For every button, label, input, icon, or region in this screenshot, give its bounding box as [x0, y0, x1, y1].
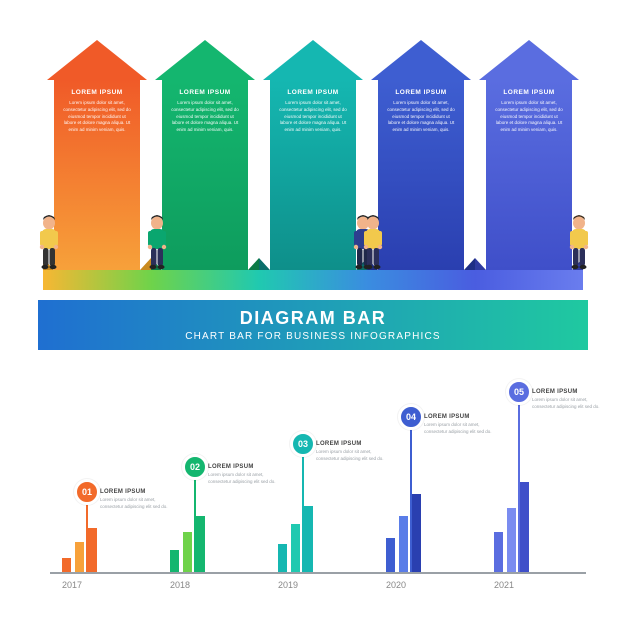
mini-bar-cluster — [170, 516, 205, 572]
arrow-text: Lorem ipsum dolor sit amet, consectetur … — [278, 100, 348, 134]
lollipop-label: LOREM IPSUM Lorem ipsum dolor sit amet, c… — [100, 489, 170, 510]
mini-bar-cluster — [494, 482, 529, 572]
x-axis — [50, 572, 586, 574]
arrow-bar-5: LOREM IPSUM Lorem ipsum dolor sit amet, c… — [486, 30, 572, 290]
arrow-base — [259, 270, 367, 290]
arrow-body: LOREM IPSUM Lorem ipsum dolor sit amet, c… — [54, 80, 140, 270]
mini-bar-cluster — [278, 506, 313, 572]
person-illustration — [36, 214, 62, 270]
arrow-body: LOREM IPSUM Lorem ipsum dolor sit amet, c… — [162, 80, 248, 270]
year-label: 2018 — [170, 580, 270, 590]
arrow-bar-4: LOREM IPSUM Lorem ipsum dolor sit amet, c… — [378, 30, 464, 290]
lollipop-label-title: LOREM IPSUM — [100, 489, 170, 495]
lollipop-number-badge: 03 — [290, 431, 316, 457]
mini-bar — [75, 542, 84, 572]
mini-bar — [507, 508, 516, 572]
arrow-body: LOREM IPSUM Lorem ipsum dolor sit amet, c… — [378, 80, 464, 270]
mini-bar — [196, 516, 205, 572]
lollipop-label-text: Lorem ipsum dolor sit amet, consectetur … — [316, 449, 386, 462]
arrow-base — [367, 270, 475, 290]
title-banner: DIAGRAM BAR CHART BAR FOR BUSINESS INFOG… — [38, 300, 588, 350]
arrow-head-icon — [263, 40, 363, 80]
arrow-title: LOREM IPSUM — [170, 88, 240, 97]
lollipop-number-badge: 01 — [74, 479, 100, 505]
arrow-bars-row: LOREM IPSUM Lorem ipsum dolor sit amet, c… — [0, 30, 626, 290]
mini-bar-cluster — [62, 528, 97, 572]
lollipop-label-text: Lorem ipsum dolor sit amet, consectetur … — [424, 422, 494, 435]
arrow-bar-2: LOREM IPSUM Lorem ipsum dolor sit amet, c… — [162, 30, 248, 290]
lollipop-label-title: LOREM IPSUM — [208, 464, 278, 470]
arrow-text: Lorem ipsum dolor sit amet, consectetur … — [62, 100, 132, 134]
banner-title: DIAGRAM BAR — [240, 308, 387, 329]
lollipop-label-text: Lorem ipsum dolor sit amet, consectetur … — [100, 497, 170, 510]
lollipop-label-title: LOREM IPSUM — [316, 441, 386, 447]
lollipop-label-title: LOREM IPSUM — [532, 389, 602, 395]
mini-bar — [183, 532, 192, 572]
arrow-base-fold — [248, 258, 259, 270]
lollipop-number-badge: 02 — [182, 454, 208, 480]
arrow-head-icon — [479, 40, 579, 80]
mini-bar-cluster — [386, 494, 421, 572]
lollipop-chart: 01LOREM IPSUMLorem ipsum dolor sit amet,… — [0, 360, 626, 600]
person-illustration — [144, 214, 170, 270]
arrow-text: Lorem ipsum dolor sit amet, consectetur … — [494, 100, 564, 134]
lollipop-label: LOREM IPSUM Lorem ipsum dolor sit amet, c… — [532, 389, 602, 410]
arrow-title: LOREM IPSUM — [494, 88, 564, 97]
year-label: 2020 — [386, 580, 486, 590]
arrow-title: LOREM IPSUM — [386, 88, 456, 97]
mini-bar — [399, 516, 408, 572]
arrow-head-icon — [371, 40, 471, 80]
arrow-base-fold — [475, 258, 486, 270]
lollipop-label: LOREM IPSUM Lorem ipsum dolor sit amet, c… — [424, 414, 494, 435]
arrow-title: LOREM IPSUM — [278, 88, 348, 97]
arrow-base — [475, 270, 583, 290]
arrow-bar-3: LOREM IPSUM Lorem ipsum dolor sit amet, c… — [270, 30, 356, 290]
lollipop-label-title: LOREM IPSUM — [424, 414, 494, 420]
arrow-head-icon — [47, 40, 147, 80]
arrow-body: LOREM IPSUM Lorem ipsum dolor sit amet, c… — [486, 80, 572, 270]
lollipop-label-text: Lorem ipsum dolor sit amet, consectetur … — [208, 472, 278, 485]
mini-bar — [278, 544, 287, 572]
lollipop-label-text: Lorem ipsum dolor sit amet, consectetur … — [532, 397, 602, 410]
arrow-title: LOREM IPSUM — [62, 88, 132, 97]
arrow-text: Lorem ipsum dolor sit amet, consectetur … — [170, 100, 240, 134]
mini-bar — [494, 532, 503, 572]
lollipop-label: LOREM IPSUM Lorem ipsum dolor sit amet, c… — [316, 441, 386, 462]
arrow-body: LOREM IPSUM Lorem ipsum dolor sit amet, c… — [270, 80, 356, 270]
banner-subtitle: CHART BAR FOR BUSINESS INFOGRAPHICS — [185, 331, 441, 342]
mini-bar — [412, 494, 421, 572]
arrow-head-icon — [155, 40, 255, 80]
arrow-base-fold — [464, 258, 475, 270]
year-label: 2017 — [62, 580, 162, 590]
arrow-base — [43, 270, 151, 290]
mini-bar — [386, 538, 395, 572]
arrow-text: Lorem ipsum dolor sit amet, consectetur … — [386, 100, 456, 134]
mini-bar — [88, 528, 97, 572]
mini-bar — [304, 506, 313, 572]
person-illustration — [360, 214, 386, 270]
mini-bar — [62, 558, 71, 572]
arrow-base — [151, 270, 259, 290]
year-label: 2019 — [278, 580, 378, 590]
arrow-base-fold — [259, 258, 270, 270]
mini-bar — [291, 524, 300, 572]
mini-bar — [170, 550, 179, 572]
lollipop-label: LOREM IPSUM Lorem ipsum dolor sit amet, c… — [208, 464, 278, 485]
lollipop-number-badge: 05 — [506, 379, 532, 405]
mini-bar — [520, 482, 529, 572]
person-illustration — [566, 214, 592, 270]
year-label: 2021 — [494, 580, 594, 590]
arrow-bar-1: LOREM IPSUM Lorem ipsum dolor sit amet, c… — [54, 30, 140, 290]
lollipop-number-badge: 04 — [398, 404, 424, 430]
